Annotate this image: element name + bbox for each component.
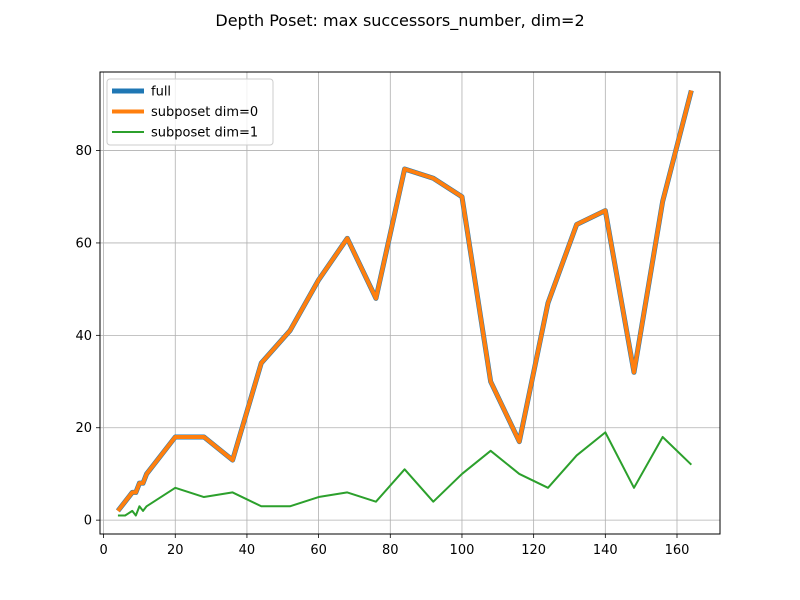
x-tick-label: 140	[593, 543, 618, 558]
series-line-subposet-dim-1	[117, 431, 693, 517]
x-tick-label: 80	[382, 543, 399, 558]
axis-ticks: 0 20 40 60 80 100 120 140 160 0 20 40 60 80	[75, 144, 689, 558]
y-tick-label: 0	[84, 514, 92, 529]
x-tick-label: 20	[167, 543, 184, 558]
grid	[100, 72, 720, 534]
y-tick-label: 80	[75, 144, 92, 159]
x-tick-label: 160	[665, 543, 690, 558]
x-tick-label: 40	[239, 543, 256, 558]
y-tick-label: 40	[75, 329, 92, 344]
x-tick-label: 120	[521, 543, 546, 558]
plot-frame	[99, 71, 721, 535]
legend-label: subposet dim=1	[151, 126, 258, 141]
x-tick-label: 0	[99, 543, 107, 558]
legend: full subposet dim=0 subposet dim=1	[106, 78, 274, 146]
series-layer	[115, 89, 694, 517]
x-tick-label: 100	[450, 543, 475, 558]
legend-label: subposet dim=0	[151, 105, 258, 120]
series-line-subposet-dim-0	[116, 89, 694, 513]
legend-box	[106, 78, 274, 146]
chart-title: Depth Poset: max successors_number, dim=…	[215, 11, 584, 31]
x-tick-label: 60	[310, 543, 327, 558]
legend-label: full	[151, 85, 171, 100]
y-tick-label: 60	[75, 236, 92, 251]
y-tick-label: 20	[75, 421, 92, 436]
